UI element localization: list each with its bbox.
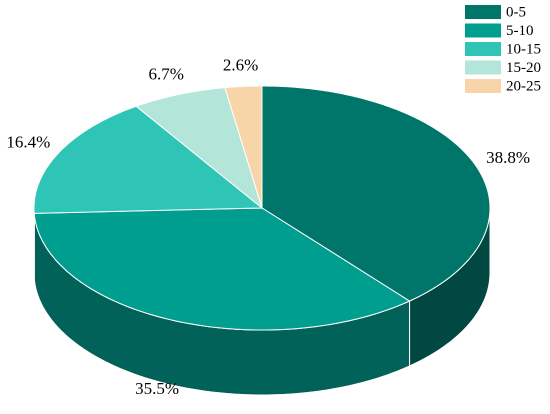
data-label: 38.8%	[486, 148, 530, 167]
slice	[33, 105, 264, 214]
data-label: 35.5%	[135, 379, 179, 398]
legend-label: 15-20	[506, 60, 541, 76]
legend-swatch	[465, 5, 501, 19]
slice	[224, 85, 263, 209]
slice	[33, 207, 411, 331]
data-label: 2.6%	[223, 55, 258, 74]
legend-swatch	[465, 60, 501, 75]
legend-label: 0-5	[506, 4, 526, 20]
slice	[135, 87, 263, 210]
legend-label: 5-10	[506, 23, 534, 39]
legend-label: 20-25	[506, 78, 541, 94]
data-label: 6.7%	[149, 65, 184, 84]
legend-swatch	[465, 42, 501, 56]
data-label: 16.4%	[6, 132, 50, 151]
legend-swatch	[465, 79, 501, 93]
slice	[261, 85, 491, 302]
legend-swatch	[465, 23, 501, 38]
legend-label: 10-15	[506, 41, 541, 57]
